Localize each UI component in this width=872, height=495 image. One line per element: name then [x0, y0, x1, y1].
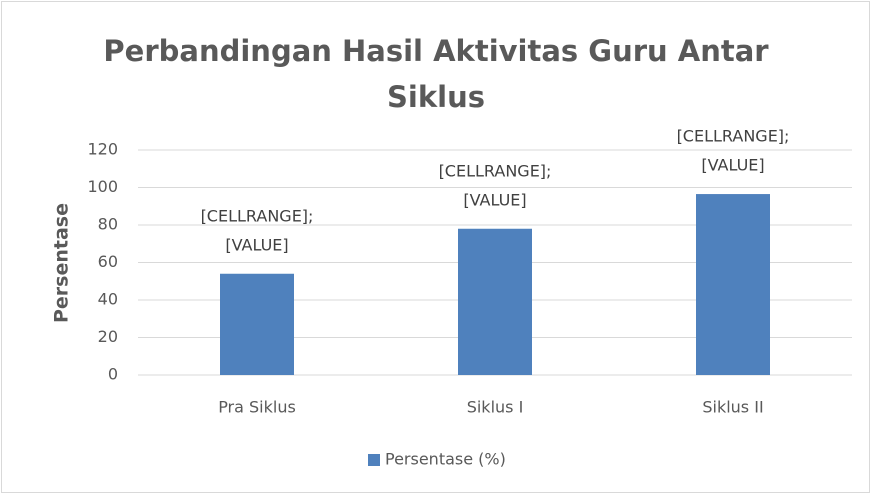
- bar: [458, 228, 532, 375]
- y-tick-label: 100: [87, 177, 118, 196]
- y-tick-label: 0: [108, 365, 118, 384]
- data-label: [CELLRANGE];: [439, 161, 552, 180]
- data-label: [CELLRANGE];: [201, 206, 314, 225]
- data-label: [VALUE]: [225, 235, 288, 254]
- bar: [696, 194, 770, 375]
- data-label: [VALUE]: [701, 156, 764, 175]
- y-tick-label: 120: [87, 140, 118, 159]
- legend-label: Persentase (%): [385, 450, 506, 469]
- x-tick-label: Pra Siklus: [218, 398, 296, 417]
- legend-swatch: [368, 454, 380, 466]
- y-tick-label: 40: [98, 290, 118, 309]
- y-tick-label: 20: [98, 327, 118, 346]
- data-label: [CELLRANGE];: [677, 127, 790, 146]
- y-tick-label: 60: [98, 252, 118, 271]
- y-axis-label: Persentase: [51, 203, 73, 323]
- x-tick-label: Siklus I: [467, 398, 524, 417]
- data-label: [VALUE]: [463, 190, 526, 209]
- x-tick-label: Siklus II: [702, 398, 763, 417]
- y-tick-label: 80: [98, 215, 118, 234]
- chart-title: Perbandingan Hasil Aktivitas Guru Antar …: [103, 34, 769, 114]
- bar: [220, 273, 294, 375]
